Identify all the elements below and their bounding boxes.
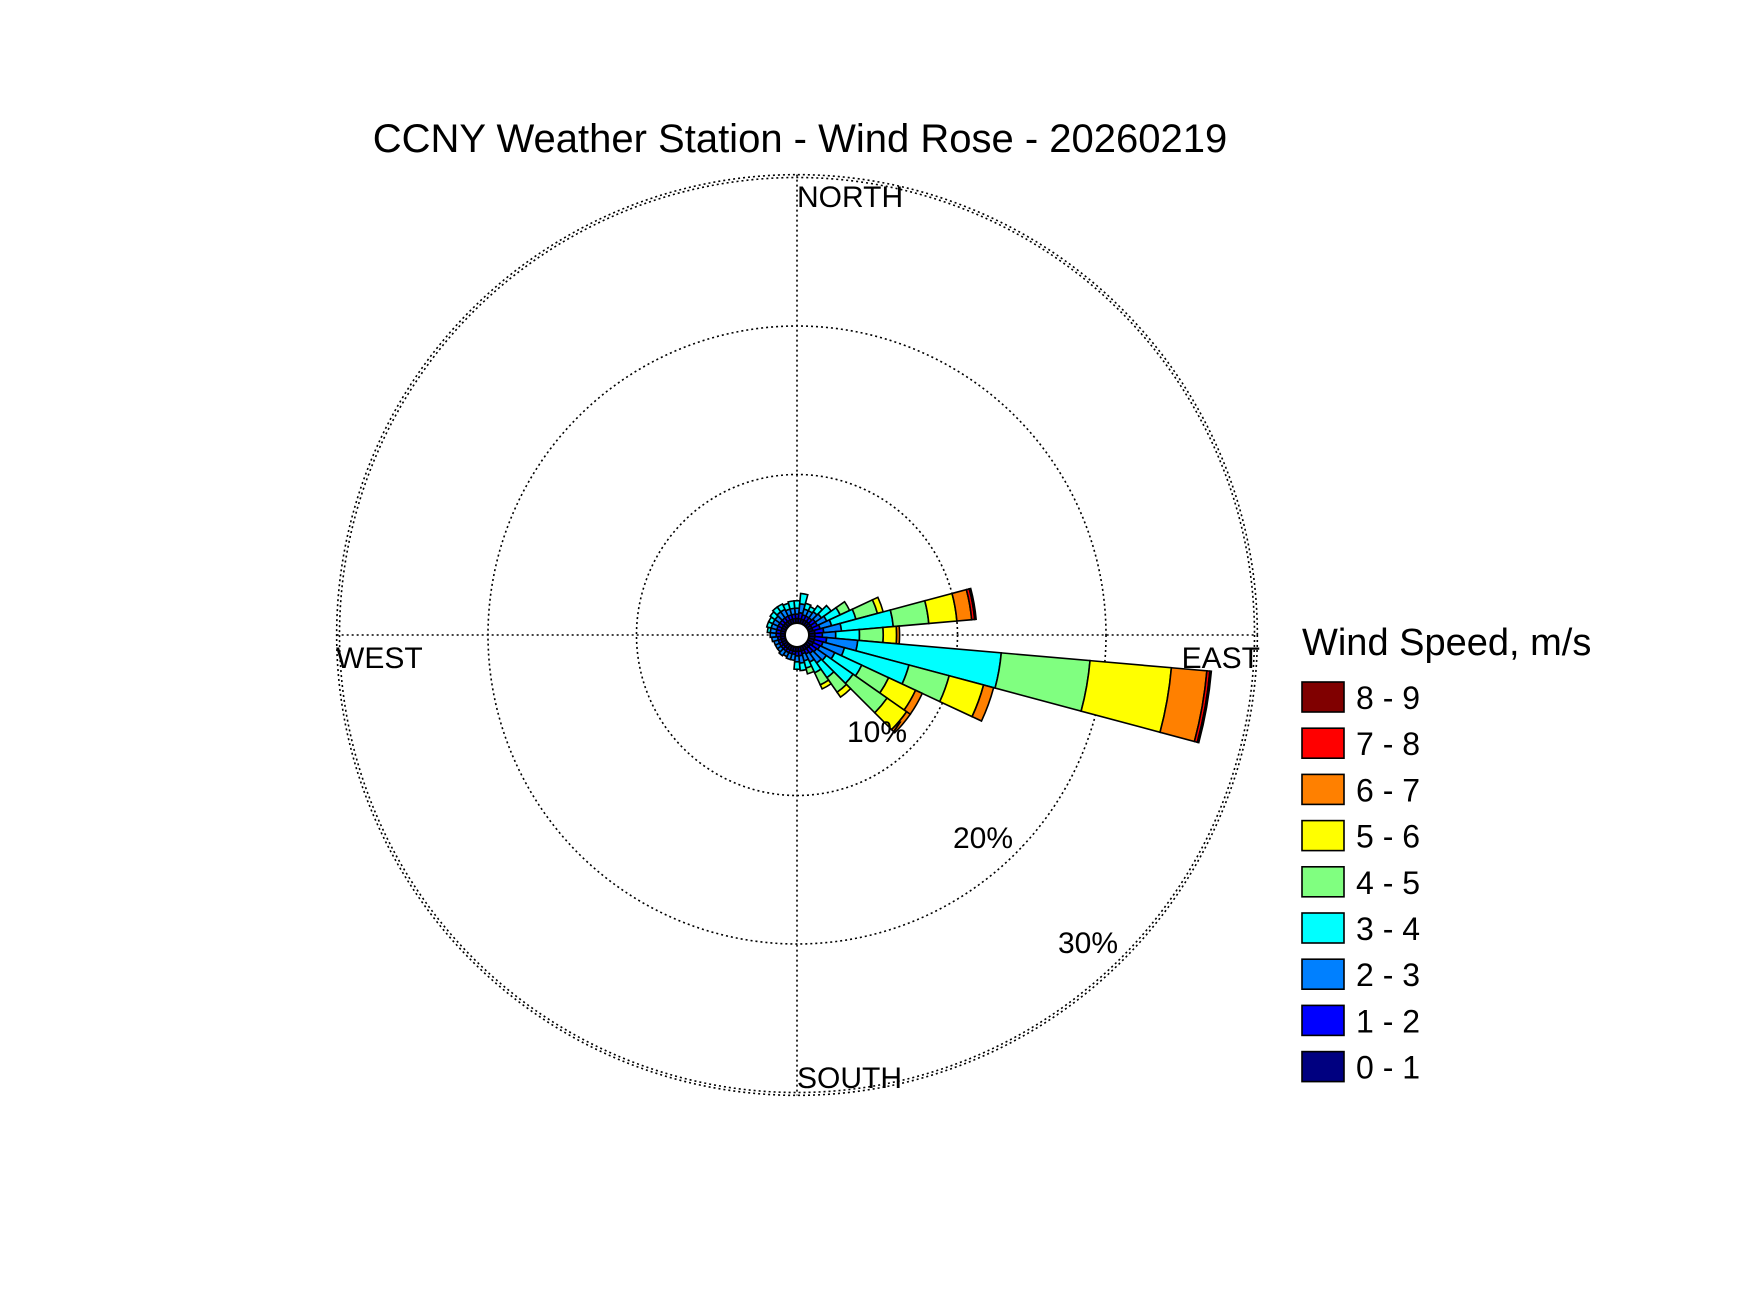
wedge-dir-130-speed-6-7 xyxy=(890,710,912,734)
calm-circle-group xyxy=(784,622,810,648)
legend-swatch xyxy=(1301,773,1345,806)
legend-label: 5 - 6 xyxy=(1356,819,1420,855)
wedge-dir-80-speed-4-5 xyxy=(889,599,930,628)
legend-item: 4 - 5 xyxy=(1301,865,1420,901)
wedge-dir-80-speed-8-9 xyxy=(968,587,977,621)
wedge-dir-100-speed-4-5 xyxy=(994,652,1091,713)
wedge-dir-160-speed-4-5 xyxy=(804,664,816,675)
legend-swatch xyxy=(1301,958,1345,991)
wedge-dir-10-speed-3-4 xyxy=(798,592,809,606)
wedge-dir-90-speed-6-7 xyxy=(895,625,901,645)
wedge-dir-100-speed-8-9 xyxy=(1196,670,1213,744)
direction-label-west: WEST xyxy=(336,642,423,675)
ring-label-10: 10% xyxy=(847,716,907,749)
ring-label-20: 20% xyxy=(953,822,1013,855)
legend-label: 8 - 9 xyxy=(1356,680,1420,716)
legend-label: 1 - 2 xyxy=(1356,1003,1420,1039)
wedge-dir-200-speed-2-3 xyxy=(785,651,793,661)
wedge-dir-220-speed-2-3 xyxy=(777,647,787,657)
wedge-dir-80-speed-5-6 xyxy=(923,592,958,625)
legend: Wind Speed, m/s 8 - 9 7 - 8 6 - 7 5 - 6 4 - … xyxy=(1301,622,1591,1086)
grid-ring-30 xyxy=(338,176,1256,1094)
legend-swatch xyxy=(1301,1050,1345,1083)
legend-label: 0 - 1 xyxy=(1356,1050,1420,1086)
legend-item: 2 - 3 xyxy=(1301,957,1420,993)
legend-swatch xyxy=(1301,865,1345,898)
legend-title: Wind Speed, m/s xyxy=(1302,622,1591,664)
legend-item: 7 - 8 xyxy=(1301,726,1420,762)
calm-circle xyxy=(784,622,810,648)
wedge-dir-110-speed-6-7 xyxy=(971,684,995,723)
legend-label: 6 - 7 xyxy=(1356,772,1420,808)
wedge-dir-350-speed-3-4 xyxy=(787,599,796,611)
direction-label-north: NORTH xyxy=(797,181,903,214)
legend-swatch xyxy=(1301,819,1345,852)
legend-item: 8 - 9 xyxy=(1301,680,1420,716)
wedge-dir-140-speed-5-6 xyxy=(835,683,852,699)
wedge-dir-170-speed-3-4 xyxy=(798,661,808,672)
wind-sectors xyxy=(765,587,1213,744)
wedge-dir-150-speed-5-6 xyxy=(819,678,833,691)
direction-label-east: EAST xyxy=(1182,642,1260,675)
legend-item: 5 - 6 xyxy=(1301,819,1420,855)
legend-label: 7 - 8 xyxy=(1356,726,1420,762)
legend-item: 1 - 2 xyxy=(1301,1003,1420,1039)
ring-label-30: 30% xyxy=(1058,927,1118,960)
legend-items: 8 - 9 7 - 8 6 - 7 5 - 6 4 - 5 3 - 4 2 - 3 1 - 2… xyxy=(1301,680,1420,1086)
legend-swatch xyxy=(1301,681,1345,713)
legend-swatch xyxy=(1301,727,1345,760)
legend-item: 3 - 4 xyxy=(1301,911,1420,947)
direction-label-south: SOUTH xyxy=(797,1062,902,1095)
legend-swatch xyxy=(1301,1004,1345,1037)
legend-label: 2 - 3 xyxy=(1356,957,1420,993)
legend-item: 6 - 7 xyxy=(1301,772,1420,808)
legend-label: 3 - 4 xyxy=(1356,911,1420,947)
wedge-dir-90-speed-5-6 xyxy=(882,625,898,645)
legend-item: 0 - 1 xyxy=(1301,1050,1420,1086)
legend-swatch xyxy=(1301,912,1345,944)
wedge-dir-100-speed-5-6 xyxy=(1080,659,1173,734)
legend-label: 4 - 5 xyxy=(1356,865,1420,901)
wedge-dir-180-speed-3-4 xyxy=(793,660,801,671)
chart-title: CCNY Weather Station - Wind Rose - 20260… xyxy=(373,117,1228,161)
